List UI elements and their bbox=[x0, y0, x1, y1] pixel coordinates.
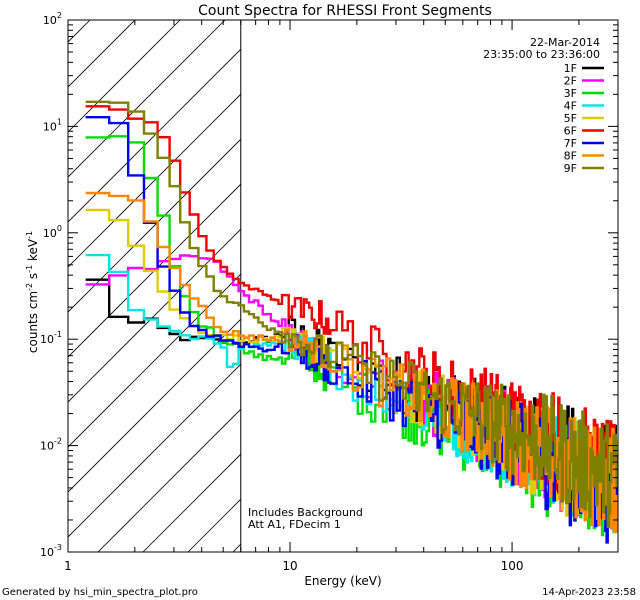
legend-label-5F: 5F bbox=[564, 112, 577, 125]
y-tick-label: 100 bbox=[43, 224, 62, 240]
legend-label-1F: 1F bbox=[564, 62, 577, 75]
legend-label-8F: 8F bbox=[564, 150, 577, 163]
chart-title: Count Spectra for RHESSI Front Segments bbox=[198, 3, 492, 19]
date-label: 22-Mar-2014 bbox=[530, 36, 600, 49]
background-note: Includes Background bbox=[248, 506, 363, 519]
legend-label-3F: 3F bbox=[564, 87, 577, 100]
hatch-line bbox=[68, 20, 226, 178]
y-axis-label: counts cm-2 s-1 keV-1 bbox=[25, 231, 40, 353]
time-range-label: 23:35:00 to 23:36:00 bbox=[483, 48, 600, 61]
hatch-line bbox=[68, 273, 241, 448]
hatch-line bbox=[97, 408, 241, 552]
hatch-line bbox=[68, 48, 241, 223]
y-tick-label: 10-1 bbox=[40, 330, 62, 346]
x-tick-label: 1 bbox=[64, 559, 72, 573]
hatch-line bbox=[68, 93, 241, 268]
series-line-9F bbox=[85, 100, 618, 528]
hatch-line bbox=[68, 138, 241, 313]
x-axis-label: Energy (keV) bbox=[304, 574, 381, 588]
legend-label-4F: 4F bbox=[564, 100, 577, 113]
footer-generated-by: Generated by hsi_min_spectra_plot.pro bbox=[2, 587, 198, 598]
hatch-line bbox=[68, 20, 181, 133]
footer-timestamp: 14-Apr-2023 23:58 bbox=[542, 587, 636, 598]
plot-frame bbox=[67, 19, 619, 553]
series-group bbox=[85, 100, 618, 544]
hatch-line bbox=[68, 20, 136, 88]
hatch-line bbox=[68, 363, 241, 538]
x-tick-label: 100 bbox=[501, 559, 524, 573]
y-tick-label: 10-2 bbox=[40, 437, 62, 453]
series-line-8F bbox=[85, 191, 618, 534]
legend-label-7F: 7F bbox=[564, 137, 577, 150]
y-tick-label: 101 bbox=[43, 117, 62, 133]
legend-label-2F: 2F bbox=[564, 75, 577, 88]
attenuator-note: Att A1, FDecim 1 bbox=[248, 518, 341, 531]
x-tick-label: 10 bbox=[282, 559, 297, 573]
legend-label-6F: 6F bbox=[564, 125, 577, 138]
hatch-line bbox=[68, 183, 241, 358]
hatched-region bbox=[68, 20, 241, 552]
y-tick-label: 102 bbox=[43, 11, 62, 27]
legend-label-9F: 9F bbox=[564, 162, 577, 175]
y-tick-label: 10-3 bbox=[40, 543, 62, 559]
axes: 1 10 100 10-3 10-2 10-1 100 101 102 bbox=[40, 11, 619, 573]
hatch-line bbox=[68, 318, 241, 493]
